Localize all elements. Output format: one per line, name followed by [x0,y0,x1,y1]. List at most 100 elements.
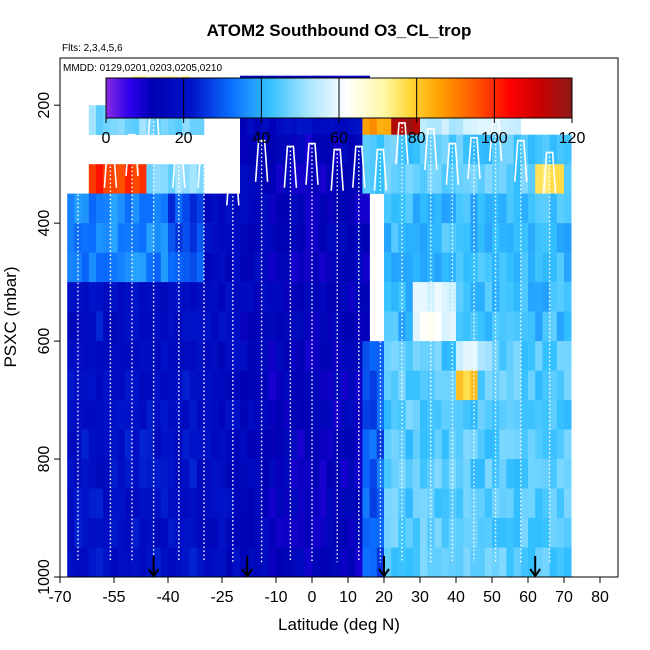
heatmap-cell [312,282,320,312]
heatmap-cell [319,134,327,165]
heatmap-cell [556,252,565,283]
heatmap-cell [441,193,450,224]
heatmap-cell [254,459,262,489]
heatmap-cell [247,429,255,460]
heatmap-cell [384,223,392,253]
heatmap-cell [513,518,522,548]
heatmap-cell [499,193,507,224]
heatmap-cell [254,341,262,371]
heatmap-cell [312,193,320,224]
x-tick-label: -10 [264,589,287,606]
heatmap-cell [528,459,536,489]
heatmap-cell [110,252,118,283]
heatmap-cell [110,547,118,578]
profile-top [71,133,85,177]
heatmap-cell [232,282,241,312]
heatmap-cell [146,370,154,401]
heatmap-cell [326,223,334,253]
heatmap-cell [110,223,118,253]
heatmap-cell [81,252,90,283]
heatmap-cell [398,370,406,401]
heatmap-cell [153,311,162,342]
heatmap-cell [405,311,414,342]
heatmap-cell [304,282,313,312]
heatmap-cell [247,193,255,224]
heatmap-cell [369,547,378,578]
heatmap-cell [333,429,342,460]
heatmap-cell [520,341,529,371]
heatmap-cell [333,105,342,135]
heatmap-cell [441,547,450,578]
heatmap-cell [74,547,82,578]
x-axis: -70 -55 -40 -25 -10 0 10 20 30 40 50 60 70 80 [48,577,609,606]
profile-top [125,133,139,177]
heatmap-cell [211,400,219,430]
heatmap-cell [463,488,471,519]
heatmap-cell [67,400,75,430]
heatmap-cell [434,341,442,371]
heatmap-cell [110,370,118,401]
heatmap-cell [528,164,536,194]
heatmap-cell [146,282,154,312]
heatmap-cell [384,370,392,401]
heatmap-cell [153,252,162,283]
profile-top [283,145,298,188]
heatmap-cell [434,429,442,460]
heatmap-cell [333,488,342,519]
heatmap-cell [146,429,154,460]
heatmap-cell [412,223,421,253]
heatmap-cell [513,341,522,371]
heatmap-cell [384,311,392,342]
heatmap-cell [254,488,262,519]
heatmap-cell [528,518,536,548]
marker-arrow-head [147,568,160,578]
heatmap-cell [333,252,342,283]
heatmap-cell [506,311,514,342]
heatmap-cell [340,311,349,342]
heatmap-cell [290,429,298,460]
heatmap-cell [535,400,543,430]
heatmap-cell [513,311,522,342]
heatmap-cell [542,223,550,253]
colorbar-tick-label: 20 [175,130,193,147]
heatmap-cell [456,341,464,371]
heatmap-cell [456,134,464,165]
marker-arrow-head [378,568,390,578]
heatmap-cell [470,134,478,165]
heatmap-cell [326,134,334,165]
heatmap-cell [88,547,97,578]
heatmap-cell [398,282,406,312]
heatmap-cell [369,518,378,548]
heatmap-cell [124,223,133,253]
heatmap-cell [225,400,234,430]
heatmap-cell [304,459,313,489]
heatmap-cell [520,488,529,519]
heatmap-cell [103,370,111,401]
heatmap-cell [398,134,406,165]
heatmap-cell [448,164,457,194]
heatmap-cell [477,164,486,194]
heatmap-cell [340,547,349,578]
heatmap-cell [268,164,277,194]
heatmap-cell [232,518,241,548]
heatmap-cell [240,459,248,489]
heatmap-cell [139,164,147,194]
heatmap-cell [261,341,270,371]
heatmap-cell [218,547,226,578]
heatmap-cell [340,282,349,312]
heatmap-cell [304,488,313,519]
heatmap-cell [319,459,327,489]
heatmap-cell [319,164,327,194]
heatmap-cell [456,370,464,401]
heatmap-cell [319,429,327,460]
heatmap-cell [492,252,500,283]
heatmap-cell [268,105,277,135]
heatmap-cell [160,429,169,460]
heatmap-cell [196,488,205,519]
heatmap-cell [67,488,75,519]
heatmap-cell [477,488,486,519]
heatmap-cell [304,429,313,460]
heatmap-cell [218,459,226,489]
heatmap-cell [434,164,442,194]
heatmap-cell [225,429,234,460]
